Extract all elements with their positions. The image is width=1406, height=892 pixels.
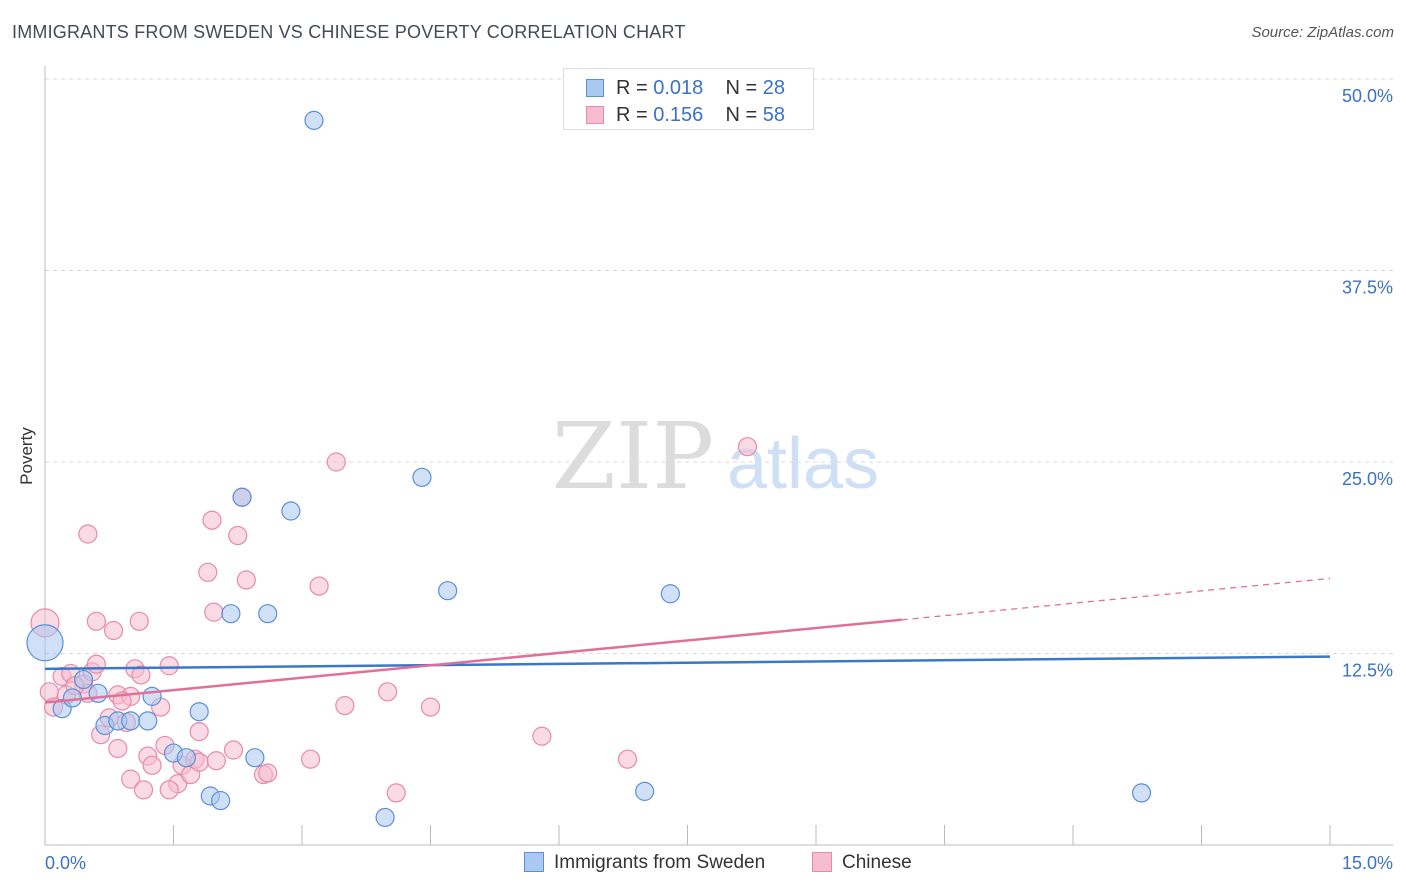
data-point-chinese: [223, 740, 244, 760]
r-value-chinese: 0.156: [653, 104, 704, 126]
data-point-sweden: [142, 686, 162, 706]
data-point-chinese: [159, 656, 179, 676]
n-label-chinese: N =: [725, 104, 758, 126]
legend-swatch-sweden-bottom: [524, 852, 544, 872]
data-point-chinese: [189, 722, 209, 742]
n-value-chinese: 58: [762, 104, 786, 126]
legend-swatch-chinese-bottom: [812, 852, 832, 872]
data-point-chinese: [86, 654, 107, 674]
data-point-chinese: [131, 665, 151, 685]
y-tick-label: 25.0%: [1342, 469, 1393, 489]
legend-item-sweden[interactable]: Immigrants from Sweden: [524, 852, 765, 874]
legend-swatch-sweden: [586, 79, 604, 97]
data-point-chinese: [378, 682, 398, 702]
trend-line-chinese: [44, 618, 902, 704]
data-point-chinese: [159, 780, 179, 800]
n-value-sweden: 28: [762, 77, 786, 99]
data-point-chinese: [532, 726, 552, 746]
data-point-sweden: [438, 581, 458, 601]
data-point-sweden: [26, 624, 64, 662]
y-tick-label: 37.5%: [1342, 278, 1393, 298]
data-point-sweden: [121, 711, 141, 731]
trend-lines: [44, 577, 1331, 704]
data-point-chinese: [202, 510, 222, 530]
data-point-chinese: [198, 562, 218, 582]
data-point-sweden: [211, 790, 231, 811]
legend-label-sweden: Immigrants from Sweden: [554, 852, 766, 873]
data-point-chinese: [121, 769, 141, 789]
data-point-sweden: [245, 748, 265, 768]
y-tick-label: 12.5%: [1342, 661, 1393, 681]
legend-item-chinese[interactable]: Chinese: [812, 852, 912, 874]
data-point-sweden: [232, 487, 252, 507]
data-point-sweden: [304, 110, 324, 130]
source-label: Source: ZipAtlas.com: [1251, 24, 1394, 41]
legend-label-chinese: Chinese: [842, 852, 912, 873]
data-point-chinese: [129, 611, 149, 631]
data-point-chinese: [309, 576, 329, 596]
axes: [44, 66, 1393, 846]
data-point-chinese: [228, 525, 248, 546]
data-point-sweden: [1131, 783, 1152, 803]
data-point-chinese: [142, 755, 162, 775]
watermark: ZIP atlas: [552, 403, 879, 510]
data-point-sweden: [281, 501, 301, 521]
data-point-sweden: [88, 683, 108, 703]
data-point-sweden: [635, 781, 655, 801]
data-point-sweden: [660, 584, 680, 604]
r-value-sweden: 0.018: [653, 77, 704, 99]
correlation-legend: R = 0.018 N = 28 R = 0.156 N = 58: [563, 68, 814, 130]
series-sweden-points: [26, 110, 1152, 828]
legend-swatch-chinese: [586, 106, 604, 124]
data-point-sweden: [189, 702, 209, 722]
data-point-sweden: [73, 669, 94, 690]
data-point-chinese: [108, 738, 128, 759]
data-point-chinese: [78, 524, 98, 544]
data-point-chinese: [133, 780, 154, 800]
data-point-sweden: [375, 807, 395, 828]
x-tick-label-left: 0.0%: [45, 853, 86, 873]
data-point-chinese: [103, 620, 124, 641]
watermark-atlas: atlas: [727, 424, 879, 504]
data-point-chinese: [300, 749, 321, 769]
r-label-sweden: R =: [616, 77, 648, 99]
data-point-chinese: [420, 697, 441, 717]
data-point-chinese: [204, 602, 224, 622]
data-point-chinese: [386, 783, 406, 803]
legend-row-chinese: R = 0.156 N = 58: [586, 104, 785, 126]
trend-line-sweden: [44, 655, 1331, 671]
data-point-sweden: [176, 748, 196, 768]
r-label-chinese: R =: [616, 104, 648, 126]
trend-line-chinese-extension: [901, 577, 1331, 621]
data-point-chinese: [258, 763, 278, 783]
data-point-sweden: [138, 711, 158, 731]
data-point-chinese: [617, 749, 638, 769]
gridlines: [45, 78, 1393, 654]
legend-row-sweden: R = 0.018 N = 28: [586, 77, 785, 99]
data-point-sweden: [412, 467, 432, 487]
data-point-chinese: [206, 751, 226, 771]
chart-title: IMMIGRANTS FROM SWEDEN VS CHINESE POVERT…: [12, 22, 686, 42]
watermark-zip: ZIP: [552, 403, 714, 510]
data-point-chinese: [86, 611, 107, 631]
tick-labels: 12.5% 25.0% 37.5% 50.0% 0.0% 15.0%: [45, 86, 1393, 873]
x-tick-label-right: 15.0%: [1342, 853, 1393, 873]
data-point-sweden: [62, 688, 83, 708]
data-point-chinese: [236, 570, 256, 590]
data-point-sweden: [221, 604, 241, 624]
data-point-chinese: [737, 437, 758, 457]
data-point-sweden: [258, 604, 278, 624]
data-point-chinese: [326, 452, 346, 472]
y-tick-label: 50.0%: [1342, 86, 1393, 106]
data-point-chinese: [335, 695, 355, 716]
n-label-sweden: N =: [725, 77, 758, 99]
